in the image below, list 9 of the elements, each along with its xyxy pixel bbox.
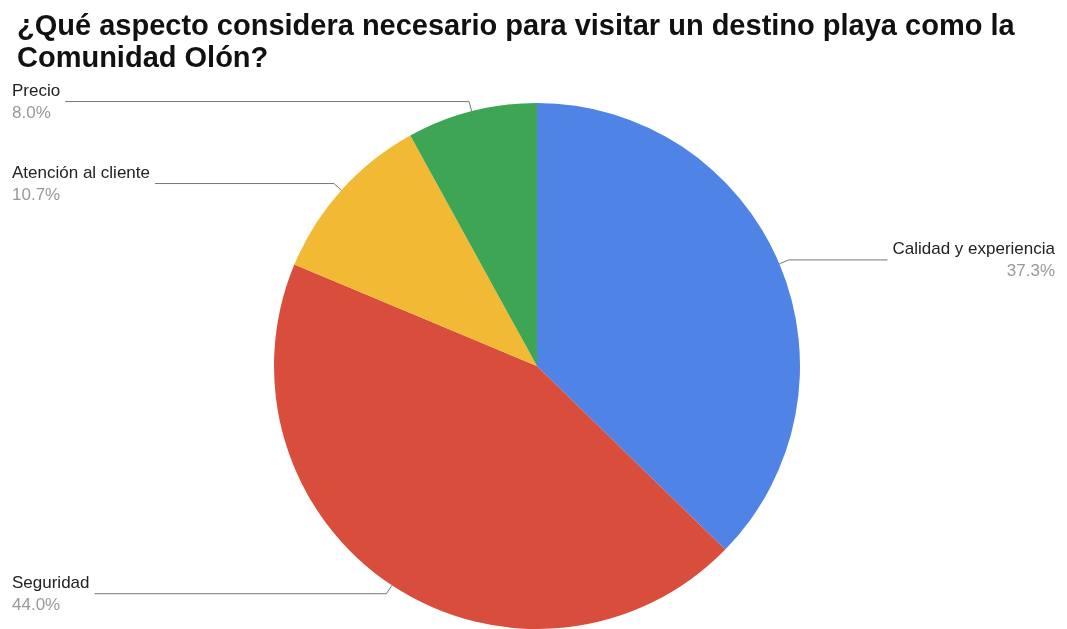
data-label: 10.7%	[12, 185, 61, 205]
chart-title: ¿Qué aspecto considera necesario para visitar un destino playa como la Comunidad Olón?	[17, 9, 1023, 73]
data-label: 44.0%	[12, 595, 61, 615]
slice-label: Seguridad	[12, 573, 90, 593]
slice-label: Atención al cliente	[12, 163, 150, 183]
data-label: 37.3%	[1006, 261, 1055, 281]
slice-label: Calidad y experiencia	[892, 239, 1056, 259]
slice-label: Precio	[12, 81, 61, 101]
data-label: 8.0%	[12, 103, 51, 123]
